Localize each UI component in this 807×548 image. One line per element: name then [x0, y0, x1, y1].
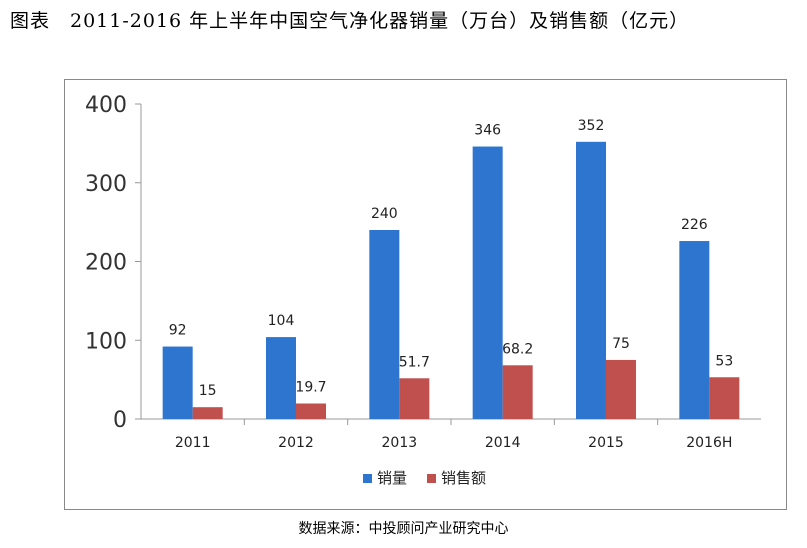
- data-label: 240: [371, 206, 398, 222]
- bar: [576, 141, 606, 420]
- y-tick-label: 100: [85, 329, 127, 354]
- data-label: 346: [474, 123, 501, 139]
- y-tick-label: 300: [85, 172, 127, 197]
- figure-title: 图表 2011-2016 年上半年中国空气净化器销量（万台）及销售额（亿元）: [10, 10, 690, 32]
- legend-label: 销售额: [441, 469, 486, 487]
- legend-swatch: [427, 474, 436, 483]
- bar: [472, 146, 503, 419]
- bar: [399, 378, 430, 419]
- data-label: 51.7: [399, 354, 430, 370]
- bar: [162, 346, 193, 419]
- data-label: 53: [715, 353, 733, 369]
- data-label: 104: [268, 313, 295, 329]
- y-tick-label: 200: [85, 251, 127, 276]
- x-category-label: 2013: [382, 435, 418, 451]
- data-label: 19.7: [295, 379, 326, 395]
- chart-frame: [64, 79, 787, 510]
- data-label: 352: [578, 118, 605, 134]
- data-label: 226: [681, 217, 708, 233]
- bar: [606, 359, 636, 419]
- bar: [709, 377, 740, 419]
- x-category-label: 2012: [278, 435, 314, 451]
- data-label: 92: [169, 323, 187, 339]
- x-category-label: 2011: [175, 435, 211, 451]
- figure-source: 数据来源：中投顾问产业研究中心: [298, 521, 509, 537]
- bar: [266, 337, 296, 419]
- x-category-label: 2014: [485, 435, 521, 451]
- bar-chart: 0 100 200 300 400 2011 92 15 2012 104 19.7 2013 240 5…: [85, 93, 761, 487]
- bar: [369, 230, 400, 419]
- bar: [296, 403, 326, 419]
- y-tick-label: 400: [85, 93, 127, 118]
- x-category-label: 2016H: [686, 435, 732, 451]
- data-label: 68.2: [502, 341, 533, 357]
- legend-label: 销量: [377, 469, 407, 487]
- data-label: 15: [199, 383, 217, 399]
- x-category-label: 2015: [588, 435, 624, 451]
- bar: [192, 407, 223, 419]
- y-tick-label: 0: [113, 408, 127, 433]
- legend-swatch: [363, 474, 372, 483]
- bar: [679, 241, 710, 419]
- data-label: 75: [612, 336, 630, 352]
- bar: [502, 365, 533, 419]
